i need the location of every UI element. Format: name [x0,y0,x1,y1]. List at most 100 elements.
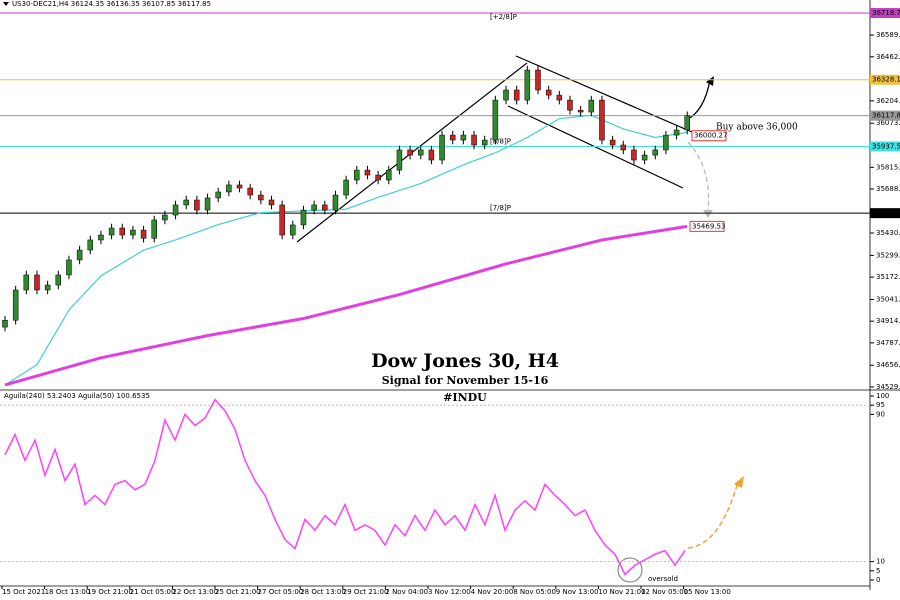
candle-body [279,204,285,236]
y-tick-label: 34529.55 [876,383,900,391]
level-tag: [8/8]P [490,137,511,145]
candle-body [322,204,328,211]
moving-average [4,224,688,387]
candle-body [236,184,243,189]
x-tick-label: 9 Nov 13:00 [556,588,599,596]
y-tick-label: 35172.55 [876,273,900,281]
candle-body [119,227,126,236]
candle-body [663,134,669,151]
level-label: 35546.88 [872,209,900,217]
price-tag-box [689,220,725,232]
level-label: 36718.75 [872,9,900,17]
candle-body [183,199,189,206]
candle-body [66,259,72,276]
candle-body [108,227,115,236]
y-tick-label: 36204.30 [876,97,900,105]
candle-body [556,94,563,101]
oversold-label: oversold [648,575,678,583]
candle-body [545,89,552,96]
indicator-header: Aguila(240) 53.2403 Aguila(50) 100.6535 [4,392,150,400]
x-tick-label: 3 Nov 12:00 [428,588,471,596]
candle-body [481,139,488,146]
indicator-line [4,398,686,576]
candle-body [652,149,659,156]
level-box [870,208,900,219]
candle-body [226,184,232,193]
candle-body [449,134,456,141]
indicator-tick-label: 100 [876,392,889,400]
candle-body [599,99,605,141]
y-tick-label: 35299.55 [876,251,900,259]
candle-body [140,229,147,239]
candle-body [215,191,221,199]
candle-body [492,99,499,141]
arrow-head [734,476,744,488]
candle-body [343,179,349,196]
indicator-tick-label: 90 [876,410,885,418]
candle-body [588,99,595,113]
y-tick-label: 35688.50 [876,185,900,193]
candle-body [204,197,211,211]
price-tag-label: 35469.53 [692,222,725,230]
candle-body [247,187,253,196]
level-label: 36117.85 [872,112,900,120]
y-tick-label: 35815.45 [876,163,900,171]
indicator-tick-label: 10 [876,558,885,566]
x-tick-label: 28 Oct 13:00 [300,588,346,596]
candle-body [620,144,627,151]
channel-upper [515,55,693,133]
candle-body [471,134,477,146]
level-box [870,8,900,19]
level-tag: [7/8]P [490,204,511,212]
candle-body [364,169,371,176]
level-tag: [+2/8]P [490,13,517,21]
candle-body [396,149,403,171]
annotation: Buy above 36,000 [716,123,798,133]
y-tick-label: 34914.55 [876,317,900,325]
x-tick-label: 15 Oct 2021 [2,588,45,596]
candle-body [55,274,62,286]
candle-body [407,149,413,156]
candle-body [300,209,307,226]
candle-body [513,89,520,101]
candle-body [76,249,83,261]
level-box [870,110,900,121]
candle-body [567,99,573,111]
y-tick-label: 36589.55 [876,31,900,39]
indicator-tick-label: 0 [876,576,880,584]
candle-body [460,134,467,141]
candle-body [98,234,104,241]
candle-body [684,115,690,131]
x-tick-label: 29 Oct 21:00 [343,588,389,596]
candle-body [2,319,8,328]
price-tag-box [691,130,727,142]
candle-body [386,169,392,181]
forecast-arrow [687,481,739,549]
moving-average [4,114,688,386]
header-icon [3,2,9,6]
y-tick-label: 34656.55 [876,361,900,369]
candle-body [332,194,339,211]
down-arrow [687,141,710,213]
candle-body [268,199,275,206]
x-tick-label: 19 Oct 21:00 [87,588,133,596]
candle-body [428,149,435,161]
candle-body [354,169,360,181]
candle-body [503,89,509,101]
arrow-head [703,210,713,218]
candle-body [577,109,584,113]
candle-body [609,139,616,146]
candle-body [87,239,94,251]
candle-body [44,284,51,291]
candle-body [311,204,317,211]
candle-body [194,199,200,211]
header: US30-DEC21,H4 36124.35 36136.35 36107.85… [12,0,211,8]
y-tick-label: 36462.25 [876,53,900,61]
x-tick-label: 15 Nov 13:00 [684,588,731,596]
x-tick-label: 25 Oct 21:00 [215,588,261,596]
candle-body [375,174,381,181]
x-tick-label: 10 Nov 21:00 [598,588,645,596]
level-box [870,141,900,152]
price-tag-label: 36000.27 [694,132,727,140]
